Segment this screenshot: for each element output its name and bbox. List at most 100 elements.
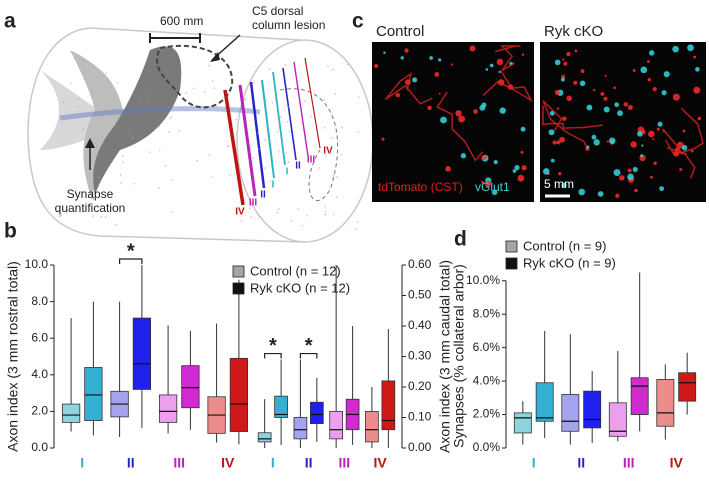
label-dot	[168, 131, 171, 133]
signal-dot	[592, 88, 596, 92]
signal-dot	[653, 161, 657, 166]
label-dot	[324, 210, 327, 213]
label-dot	[248, 83, 251, 86]
label-dot	[82, 59, 84, 62]
label-dot	[193, 87, 195, 90]
section-label: I	[286, 167, 289, 178]
significance-label: *	[127, 240, 135, 262]
section-line	[272, 71, 286, 166]
signal-dot	[604, 74, 607, 77]
lesion-label: C5 dorsal column lesion	[252, 4, 325, 32]
cord-outline	[27, 27, 306, 243]
signal-dot	[499, 107, 506, 114]
signal-dot	[656, 127, 660, 131]
y-tick-label: 0.0%	[473, 440, 501, 454]
label-dot	[98, 176, 101, 178]
x-tick-label: II	[127, 455, 135, 471]
box	[257, 432, 272, 443]
signal-dot	[672, 45, 679, 53]
significance-bracket	[118, 258, 143, 264]
legend-label: Control (n = 12)	[250, 263, 341, 278]
label-dot	[281, 142, 284, 144]
signal-dot	[383, 51, 386, 54]
signal-dot	[550, 158, 555, 163]
signal-dot	[697, 116, 702, 121]
box	[181, 365, 200, 409]
x-tick-label: IV	[374, 455, 388, 471]
significance-bracket	[299, 352, 318, 359]
label-dot	[180, 107, 183, 110]
label-dot	[208, 64, 211, 67]
label-dot	[288, 130, 291, 133]
signal-dot	[438, 58, 442, 62]
y-tick-label: 6.0%	[473, 340, 501, 354]
label-dot	[74, 190, 77, 192]
signal-dot	[573, 80, 578, 85]
label-dot	[276, 131, 279, 133]
signal-dot	[566, 95, 572, 102]
signal-dot	[657, 121, 663, 127]
y-tick-label: 8.0%	[473, 306, 501, 320]
label-dot	[129, 128, 132, 130]
y-tick-label: 4.0	[31, 367, 48, 381]
signal-dot	[672, 93, 680, 101]
signal-dot	[455, 110, 462, 117]
label-dot	[332, 213, 335, 216]
signal-dot	[484, 180, 492, 188]
signal-dot	[566, 51, 571, 57]
box	[630, 377, 649, 415]
label-dot	[336, 176, 338, 178]
legend-swatch	[505, 257, 518, 270]
label-dot	[133, 182, 136, 185]
label-dot	[170, 116, 173, 118]
signal-dot	[381, 137, 385, 141]
signal-dot	[400, 56, 404, 60]
label-dot	[257, 147, 260, 150]
label-dot	[265, 99, 268, 102]
y-tick-label: 0.40	[408, 318, 432, 332]
y-tick-label: 0.50	[408, 288, 432, 302]
signal-dot	[558, 172, 562, 176]
signal-dot	[682, 129, 686, 133]
signal-dot	[481, 102, 487, 108]
signal-dot	[632, 166, 638, 172]
signal-dot	[562, 58, 565, 61]
signal-dot	[520, 150, 524, 154]
label-dot	[277, 208, 280, 211]
signal-dot	[659, 186, 665, 192]
label-dot	[287, 161, 290, 163]
signal-dot	[473, 109, 478, 114]
significance-label: *	[269, 335, 277, 357]
arrow-head	[85, 138, 95, 148]
y-axis-label: Axon index (3 mm caudal total)	[437, 260, 453, 453]
signal-dot	[600, 91, 605, 96]
signal-dot	[440, 116, 447, 124]
label-dot	[145, 94, 148, 97]
label-dot	[331, 68, 334, 71]
box	[132, 317, 152, 390]
label-dot	[346, 63, 349, 66]
label-dot	[228, 174, 231, 177]
label-dot	[334, 93, 337, 95]
cord-outline	[89, 27, 301, 41]
label-dot	[323, 126, 326, 129]
label-dot	[235, 118, 237, 121]
signal-dot	[574, 49, 578, 53]
legend-swatch	[232, 265, 245, 278]
label-dot	[146, 99, 149, 101]
signal-dot	[627, 168, 632, 173]
stain-label: vGlut1	[475, 180, 510, 194]
label-dot	[116, 81, 119, 84]
y-tick-label: 0.20	[408, 379, 432, 393]
signal-dot	[561, 74, 566, 79]
signal-dot	[521, 53, 525, 56]
legend-label: Ryk cKO (n = 9)	[523, 255, 616, 270]
section-line	[304, 57, 321, 149]
label-dot	[158, 125, 160, 128]
x-tick-label: II	[577, 455, 585, 471]
label-dot	[278, 149, 280, 152]
section-line	[249, 81, 266, 189]
x-tick-label: I	[532, 455, 536, 471]
panel-label: c	[352, 10, 364, 33]
signal-dot	[554, 89, 560, 96]
